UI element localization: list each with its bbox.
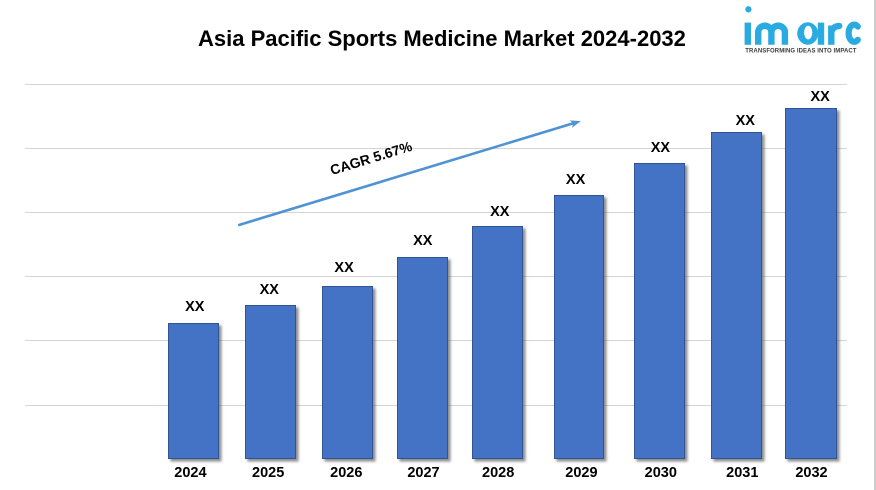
svg-text:TRANSFORMING IDEAS INTO IMPACT: TRANSFORMING IDEAS INTO IMPACT: [745, 49, 856, 55]
